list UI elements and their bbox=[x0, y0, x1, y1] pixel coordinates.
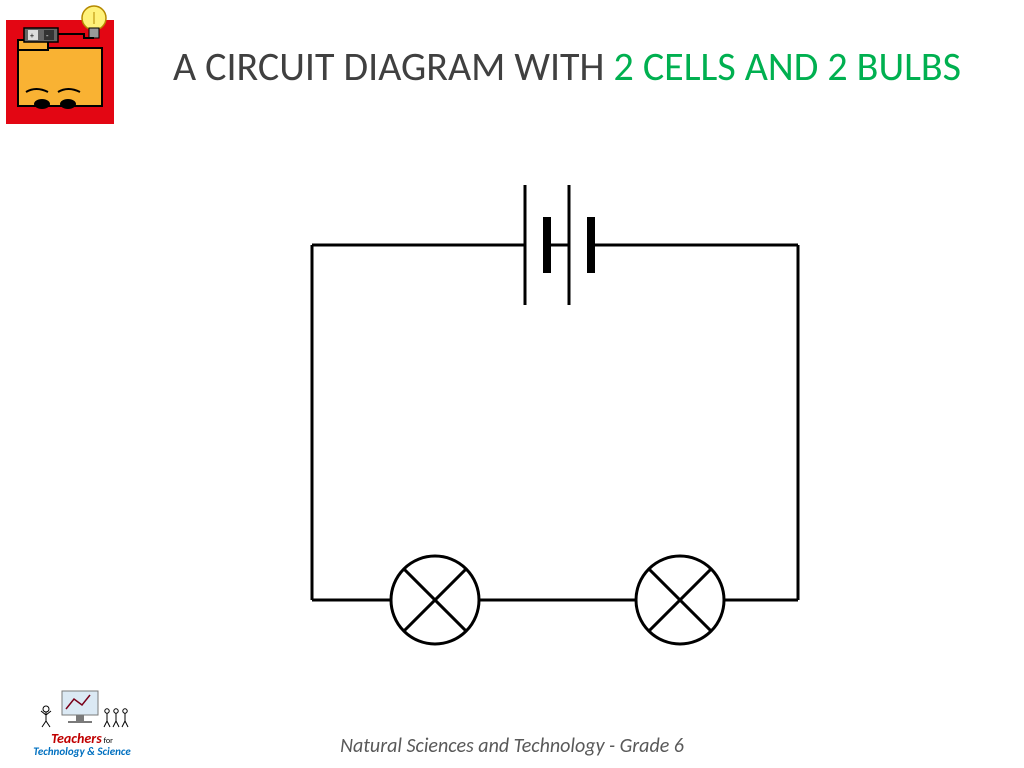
page-title: A CIRCUIT DIAGRAM WITH 2 CELLS AND 2 BUL… bbox=[150, 42, 984, 91]
brand-logo-icon: + - bbox=[6, 4, 114, 124]
circuit-diagram bbox=[300, 180, 810, 650]
title-main: A CIRCUIT DIAGRAM WITH bbox=[173, 42, 614, 91]
title-highlight: 2 CELLS AND 2 BULBS bbox=[614, 42, 962, 91]
footer-text: Natural Sciences and Technology - Grade … bbox=[0, 734, 1024, 758]
svg-text:+: + bbox=[30, 31, 34, 41]
